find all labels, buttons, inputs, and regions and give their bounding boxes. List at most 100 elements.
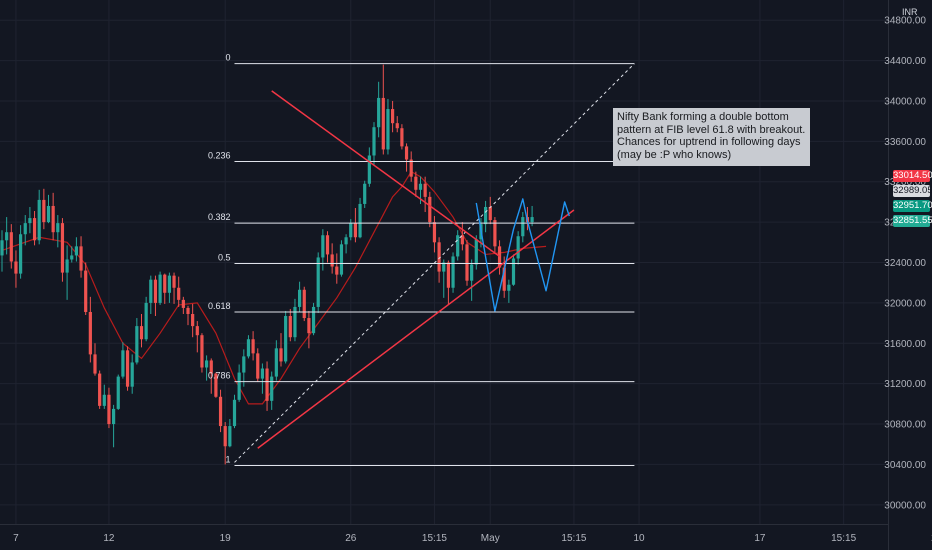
candle-down [32,218,37,241]
candle-up [316,257,320,307]
price-tick-label: 32400.00 [884,258,926,269]
candle-down [177,287,181,300]
candle-up [511,258,516,285]
trend-line[interactable] [271,90,500,258]
candle-up [46,205,51,223]
candle-down [251,339,255,354]
candle-up [56,223,60,233]
fib-trend-diagonal[interactable] [234,63,635,463]
candle-down [395,123,399,129]
candles-layer [0,64,534,465]
candle-up [167,275,171,293]
candle-down [446,262,450,288]
candle-down [497,246,502,268]
candle-up [5,232,9,241]
candle-down [330,254,334,267]
annotation-line: Nifty Bank forming a double bottom [617,111,789,123]
candle-up [293,306,297,338]
candle-down [51,205,55,233]
candle-down [84,270,88,312]
candle-up [349,223,353,238]
candle-up [344,237,348,245]
price-tick-label: 33600.00 [884,137,926,148]
candle-up [102,394,106,406]
double-bottom-path[interactable] [475,198,570,312]
fib-level-label: 0.236 [208,151,231,161]
time-tick-label: 15:15 [561,533,586,544]
candle-down [432,222,437,243]
price-tag-prev-close: 32989.05 [893,185,932,197]
candle-up [237,372,241,400]
candle-down [214,373,218,397]
price-tick-label: 30800.00 [884,420,926,431]
candle-down [79,246,83,271]
candle-down [191,313,195,327]
fib-level-label: 0.5 [218,253,231,263]
candle-down [381,97,385,150]
candle-down [335,266,339,275]
candle-down [502,267,506,291]
time-tick-label: 15:15 [831,533,856,544]
candle-up [311,306,316,334]
price-tick-label: 32000.00 [884,298,926,309]
trend-line[interactable] [257,209,575,449]
candle-up [442,262,446,272]
candle-down [279,348,283,362]
candle-up [242,356,246,373]
time-tick-label: 19 [220,533,232,544]
candle-up [372,127,376,156]
candle-down [404,146,409,160]
candle-down [414,176,418,190]
fib-level-label: 1 [225,454,230,464]
candle-down [428,196,432,223]
candle-up [74,246,78,256]
double-bottom-pattern[interactable] [475,198,570,312]
moving-average-layer [1,170,547,405]
fib-level-label: 0.786 [208,371,231,381]
candle-down [353,223,357,238]
candle-up [456,235,460,257]
candle-up [135,326,139,363]
candle-up [112,408,116,425]
price-tick-label: 34800.00 [884,16,926,27]
candle-down [307,318,311,334]
candle-up [65,259,69,273]
candle-down [195,326,199,336]
candle-down [181,299,185,308]
fibonacci-retracement[interactable]: 0 0.236 0.382 0.5 0.618 0.786 1 [208,53,635,466]
candle-down [88,311,92,355]
candle-down [391,109,395,124]
candle-up [418,183,423,190]
candle-up [228,426,232,447]
price-axis[interactable]: 30000.00 30400.00 30800.00 31200.00 31600.00… [884,0,926,550]
candle-up [530,217,534,223]
fib-level-label: 0.618 [208,301,231,311]
candle-down [125,350,130,387]
candle-up [130,362,134,387]
time-tick-label: May [481,533,500,544]
candle-up [284,316,288,362]
candle-up [451,256,455,288]
moving-average-line [1,170,547,405]
candle-down [325,235,330,255]
candle-up [23,223,27,235]
candle-down [288,316,292,338]
candle-up [274,348,278,377]
candle-down [460,235,464,245]
candle-up [470,264,474,281]
candle-up [246,339,251,357]
candle-up [19,234,23,274]
candle-up [205,360,209,368]
candle-up [270,376,274,401]
candle-up [158,274,162,303]
candle-up [484,206,488,225]
trend-lines[interactable] [257,90,575,449]
candle-up [28,218,32,224]
annotation-note[interactable]: Nifty Bank forming a double bottom patte… [613,108,810,166]
candle-up [363,183,367,204]
candle-down [400,128,404,147]
candle-up [232,399,237,427]
candle-down [223,426,227,447]
